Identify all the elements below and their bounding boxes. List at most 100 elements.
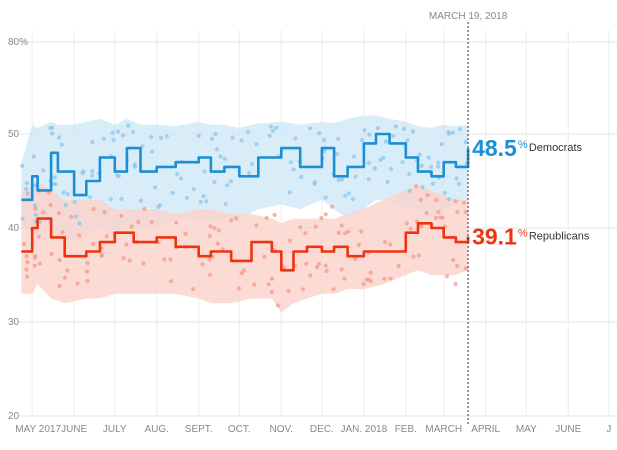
x-tick-label: JUNE <box>61 424 87 435</box>
democrats-poll-dot <box>353 174 358 179</box>
democrats-poll-dot <box>456 181 461 186</box>
democrats-poll-dot <box>442 190 447 195</box>
republicans-poll-dot <box>353 256 358 262</box>
republicans-poll-dot <box>119 213 124 218</box>
republicans-poll-dot <box>21 241 27 246</box>
republicans-poll-dot <box>418 197 423 202</box>
democrats-poll-dot <box>33 183 38 188</box>
y-tick-label: 20 <box>8 411 20 422</box>
republicans-poll-dot <box>266 282 271 287</box>
x-tick-label: MARCH <box>425 424 462 435</box>
republicans-poll-dot <box>127 258 132 263</box>
republicans-poll-dot <box>33 254 38 259</box>
democrats-poll-dot <box>346 191 352 196</box>
republicans-poll-dot <box>85 261 90 266</box>
democrats-poll-dot <box>228 179 234 184</box>
republicans-average-line <box>21 217 470 272</box>
republicans-poll-dot <box>463 266 468 271</box>
democrats-poll-dot <box>312 180 317 185</box>
democrats-poll-dot <box>204 199 209 204</box>
democrats-poll-dot <box>115 173 120 178</box>
democrats-poll-dot <box>322 137 327 143</box>
x-tick-label: SEPT. <box>185 424 213 435</box>
x-tick-label: JULY <box>103 424 127 435</box>
republicans-poll-dot <box>212 226 217 231</box>
republicans-poll-dot <box>336 230 341 235</box>
democrats-poll-dot <box>367 132 372 137</box>
republicans-series-name: Republicans <box>529 230 590 242</box>
democrats-poll-dot <box>308 126 313 131</box>
democrats-poll-dot <box>393 124 398 129</box>
republicans-percent-sign: % <box>518 227 528 239</box>
democrats-poll-dot <box>291 167 296 172</box>
democrats-poll-dot <box>430 181 436 186</box>
democrats-poll-dot <box>57 135 62 140</box>
republicans-poll-dot <box>207 272 213 277</box>
republicans-poll-dot <box>272 212 277 217</box>
republicans-poll-dot <box>461 200 467 205</box>
republicans-poll-dot <box>339 223 344 228</box>
democrats-poll-dot <box>156 204 161 210</box>
democrats-poll-dot <box>350 197 356 202</box>
democrats-poll-dot <box>77 221 82 226</box>
republicans-poll-dot <box>382 276 387 281</box>
democrats-poll-dot <box>32 203 38 208</box>
republicans-poll-dot <box>298 225 303 230</box>
democrats-poll-dot <box>366 160 371 166</box>
democrats-poll-dot <box>33 212 38 217</box>
republicans-poll-dot <box>404 221 409 226</box>
republicans-poll-dot <box>304 261 309 266</box>
democrats-poll-dot <box>90 173 95 178</box>
y-tick-label: 80% <box>8 37 28 48</box>
republicans-poll-dot <box>269 276 275 281</box>
republicans-poll-dot <box>60 230 65 235</box>
democrats-poll-dot <box>209 136 214 142</box>
x-tick-label: JAN. 2018 <box>340 424 387 435</box>
democrats-poll-dot <box>52 175 57 180</box>
democrats-poll-dot <box>63 202 68 208</box>
democrats-poll-dot <box>447 131 452 136</box>
y-tick-label: 40 <box>8 223 20 234</box>
democrats-poll-dot <box>407 171 412 176</box>
republicans-poll-dot <box>169 279 174 284</box>
republicans-poll-dot <box>24 254 29 259</box>
democrats-poll-dot <box>101 136 106 141</box>
democrats-poll-dot <box>61 190 66 195</box>
republicans-poll-dot <box>319 216 324 221</box>
democrats-poll-dot <box>191 187 196 192</box>
republicans-poll-dot <box>314 265 320 270</box>
republicans-poll-dot <box>121 256 126 261</box>
democrats-poll-dot <box>72 199 77 204</box>
republicans-poll-dot <box>303 231 308 236</box>
democrats-poll-dot <box>267 133 272 138</box>
democrats-poll-dot <box>366 177 371 182</box>
democrats-poll-dot <box>175 172 180 177</box>
democrats-poll-dot <box>447 197 452 202</box>
republicans-poll-dot <box>91 206 96 212</box>
democrats-poll-dot <box>287 190 292 195</box>
republicans-poll-dot <box>252 282 257 287</box>
republicans-poll-dot <box>364 277 369 282</box>
democrats-poll-dot <box>388 167 394 172</box>
republicans-poll-dot <box>24 267 29 272</box>
x-tick-label: OCT. <box>228 424 251 435</box>
republicans-poll-dot <box>313 224 318 229</box>
democrats-poll-dot <box>50 131 55 136</box>
democrats-poll-dot <box>436 160 441 165</box>
democrats-poll-dot <box>249 161 254 167</box>
republicans-poll-dot <box>142 206 147 212</box>
democrats-poll-dot <box>218 154 223 159</box>
democrats-poll-dot <box>450 130 455 135</box>
democrats-poll-dot <box>119 196 124 201</box>
democrats-poll-dot <box>419 163 424 168</box>
republicans-poll-dot <box>434 198 439 203</box>
democrats-poll-dot <box>407 188 412 193</box>
democrats-poll-dot <box>222 156 227 161</box>
democrats-poll-dot <box>454 176 459 181</box>
democrats-poll-dot <box>405 138 410 143</box>
republicans-poll-dot <box>329 204 335 209</box>
republicans-poll-dot <box>262 254 267 259</box>
democrats-poll-dot <box>362 128 367 133</box>
democrats-poll-dot <box>400 160 405 165</box>
republicans-poll-dot <box>62 275 68 280</box>
